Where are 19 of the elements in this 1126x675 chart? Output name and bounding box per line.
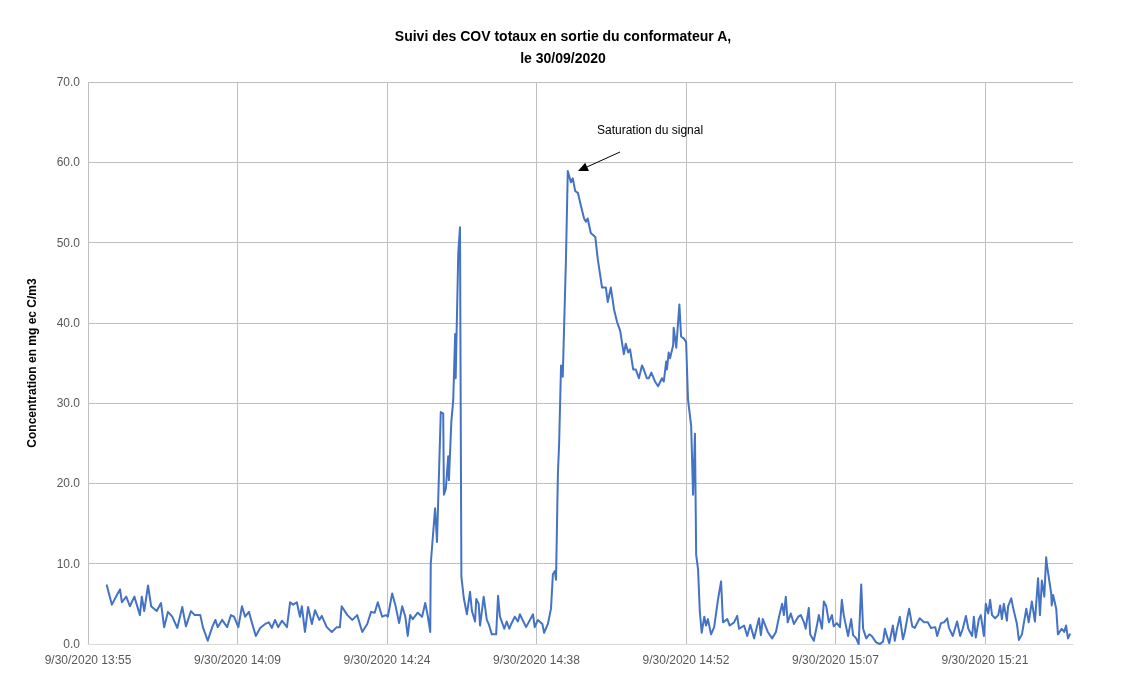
line-series — [105, 170, 1071, 645]
y-tick-label: 0.0 — [63, 637, 81, 651]
annotation: Saturation du signal — [597, 123, 704, 137]
x-tick-label: 9/30/2020 14:52 — [642, 653, 730, 667]
y-tick-label: 70.0 — [56, 75, 81, 89]
y-tick-label: 60.0 — [56, 155, 81, 170]
x-tick-label: 9/30/2020 14:09 — [194, 653, 282, 667]
x-tick-label: 9/30/2020 13:55 — [44, 653, 132, 667]
y-tick-label: 10.0 — [56, 556, 81, 571]
y-tick-label: 50.0 — [56, 235, 81, 250]
x-tick-label: 9/30/2020 15:07 — [792, 653, 880, 667]
x-tick-label: 9/30/2020 14:38 — [493, 653, 581, 667]
chart-title: Suivi des COV totaux en sortie du conformateur A, le 30/09/2020 — [394, 28, 732, 66]
x-tick-label: 9/30/2020 15:21 — [941, 653, 1029, 667]
y-axis-title: Concentration en mg ec C/m3 — [25, 278, 39, 448]
y-tick-label: 40.0 — [56, 315, 81, 330]
x-tick-label: 9/30/2020 14:24 — [343, 653, 431, 667]
y-tick-label: 20.0 — [56, 476, 81, 491]
y-tick-label: 30.0 — [56, 396, 81, 411]
